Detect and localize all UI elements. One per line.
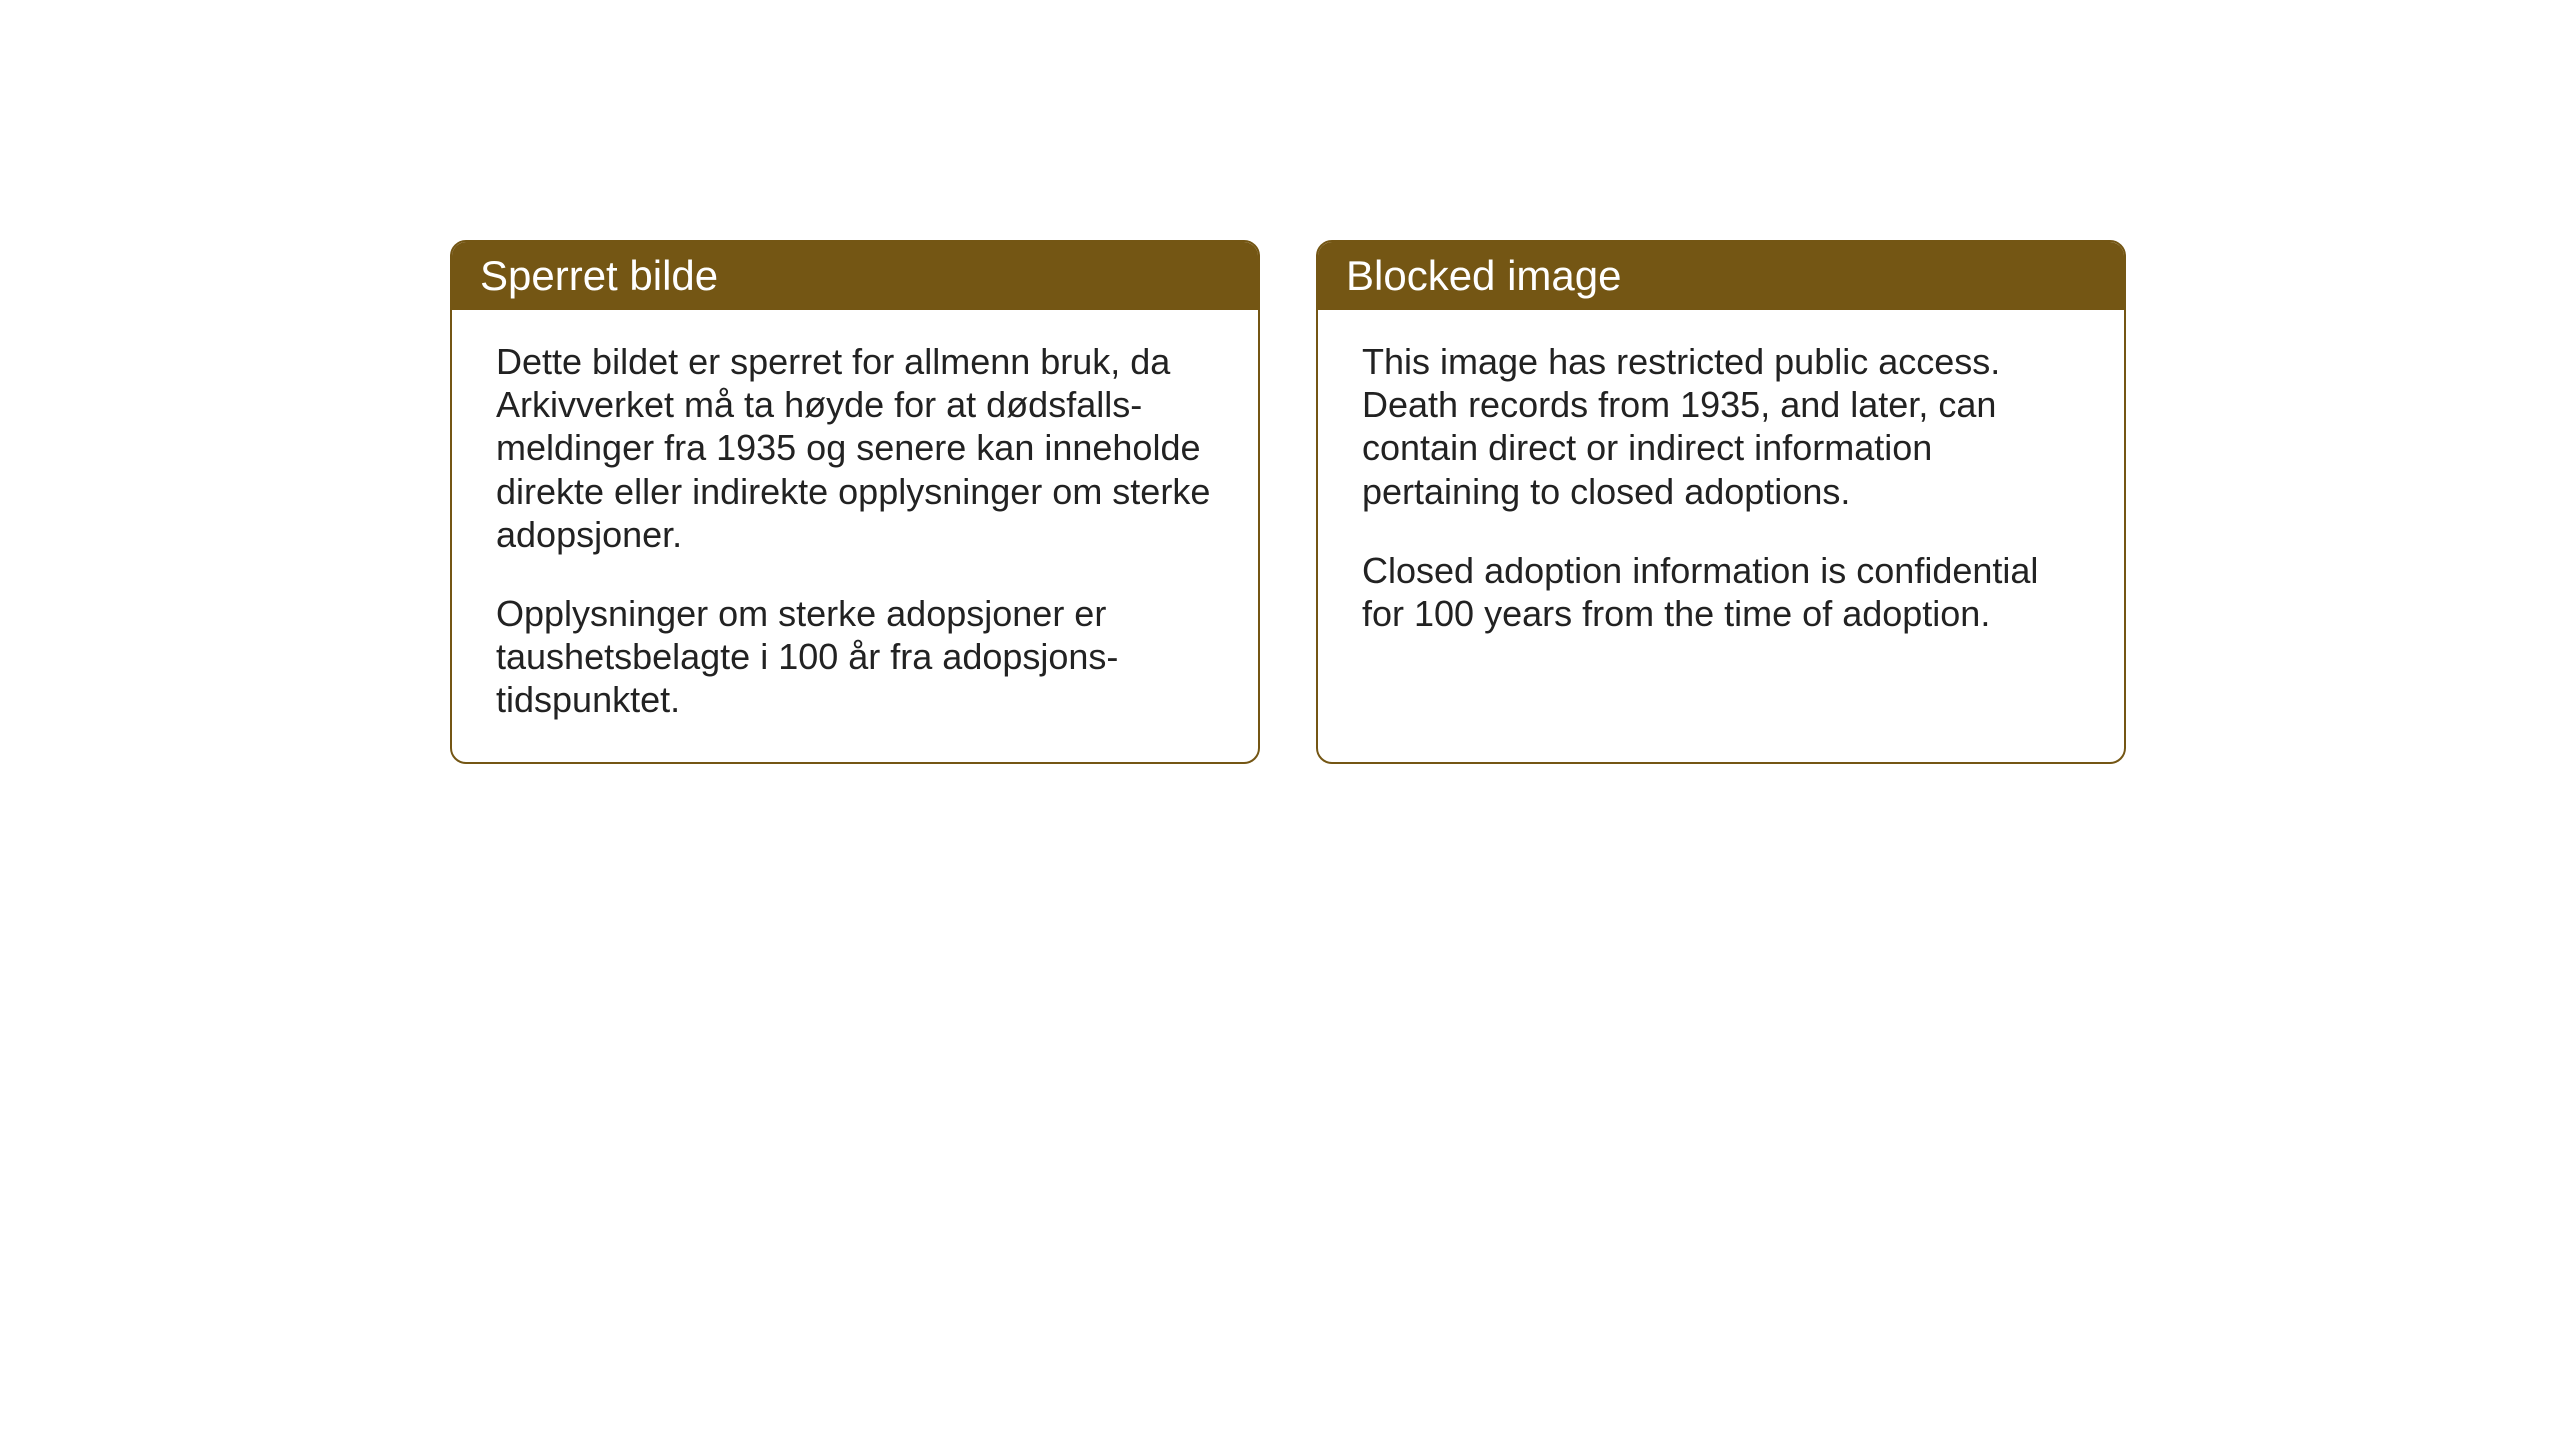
cards-container: Sperret bilde Dette bildet er sperret fo… <box>450 240 2126 764</box>
english-notice-card: Blocked image This image has restricted … <box>1316 240 2126 764</box>
norwegian-paragraph-2: Opplysninger om sterke adopsjoner er tau… <box>496 592 1214 722</box>
norwegian-paragraph-1: Dette bildet er sperret for allmenn bruk… <box>496 340 1214 556</box>
english-card-title: Blocked image <box>1318 242 2124 310</box>
norwegian-card-title: Sperret bilde <box>452 242 1258 310</box>
english-paragraph-2: Closed adoption information is confident… <box>1362 549 2080 635</box>
norwegian-notice-card: Sperret bilde Dette bildet er sperret fo… <box>450 240 1260 764</box>
norwegian-card-body: Dette bildet er sperret for allmenn bruk… <box>452 310 1258 762</box>
english-paragraph-1: This image has restricted public access.… <box>1362 340 2080 513</box>
english-card-body: This image has restricted public access.… <box>1318 310 2124 750</box>
